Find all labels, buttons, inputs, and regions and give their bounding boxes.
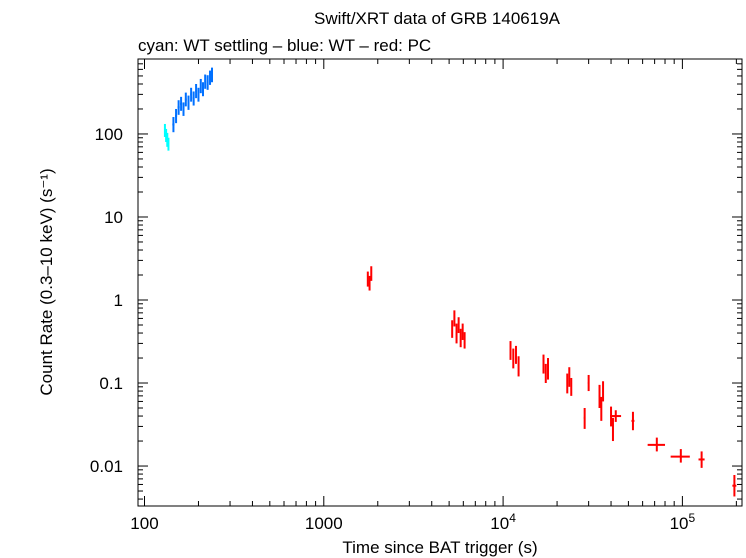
y-axis-label: Count Rate (0.3–10 keV) (s⁻¹): [37, 168, 56, 395]
data-point: [611, 417, 614, 442]
data-points: [163, 67, 737, 497]
y-tick-label: 1: [114, 291, 123, 310]
data-point: [455, 323, 458, 344]
data-point: [610, 410, 622, 422]
data-point: [167, 137, 170, 151]
tick-labels: 100 1000 104 105 0.01 0.1 1 10 100: [90, 125, 696, 533]
data-point: [453, 310, 456, 327]
data-point: [190, 87, 193, 102]
data-point: [211, 67, 214, 83]
data-point: [600, 396, 603, 421]
data-point: [459, 328, 462, 348]
data-point: [544, 363, 547, 384]
data-point: [647, 437, 666, 452]
data-point: [209, 70, 212, 85]
data-point: [568, 367, 571, 387]
data-point: [517, 356, 520, 377]
data-point: [461, 323, 464, 340]
data-point: [175, 108, 178, 124]
x-axis-label: Time since BAT trigger (s): [342, 538, 537, 557]
data-point: [182, 102, 185, 116]
data-point: [202, 82, 205, 97]
data-point: [457, 317, 460, 334]
data-point: [206, 75, 209, 90]
data-point: [509, 341, 512, 360]
data-point: [463, 332, 466, 349]
data-point: [192, 91, 195, 106]
data-point: [570, 377, 573, 396]
data-point: [180, 96, 183, 111]
chart-subtitle: cyan: WT settling – blue: WT – red: PC: [138, 36, 431, 55]
data-point: [370, 266, 373, 281]
y-tick-label: 0.01: [90, 457, 123, 476]
data-point: [602, 381, 605, 402]
y-tick-label: 100: [95, 125, 123, 144]
data-point: [670, 449, 690, 463]
data-point: [546, 358, 549, 380]
data-point: [197, 87, 200, 102]
x-tick-label: 1000: [305, 514, 343, 533]
y-tick-label: 10: [104, 208, 123, 227]
data-point: [587, 374, 590, 392]
data-point: [631, 411, 635, 431]
data-point: [187, 95, 190, 110]
data-point: [199, 78, 202, 94]
data-point: [698, 451, 705, 468]
y-tick-label: 0.1: [99, 374, 123, 393]
data-point: [512, 348, 515, 369]
data-point: [204, 74, 207, 89]
data-point: [184, 92, 187, 107]
axis-ticks: [138, 58, 742, 506]
data-point: [732, 474, 737, 497]
data-point: [172, 117, 175, 133]
data-point: [368, 275, 371, 291]
series-wt-settling: [163, 123, 170, 151]
x-tick-label: 104: [490, 511, 516, 533]
data-point: [583, 408, 586, 429]
series-wt: [172, 67, 214, 133]
data-point: [514, 345, 517, 364]
data-point: [195, 83, 198, 99]
chart-title: Swift/XRT data of GRB 140619A: [314, 9, 561, 28]
data-point: [366, 271, 369, 287]
data-point: [451, 320, 454, 338]
x-tick-label: 100: [130, 514, 158, 533]
data-point: [598, 384, 601, 409]
series-pc: [366, 266, 737, 497]
plot-frame: [137, 58, 743, 507]
data-point: [566, 373, 569, 394]
data-point: [177, 100, 180, 115]
x-tick-label: 105: [670, 511, 696, 533]
data-point: [542, 354, 545, 374]
